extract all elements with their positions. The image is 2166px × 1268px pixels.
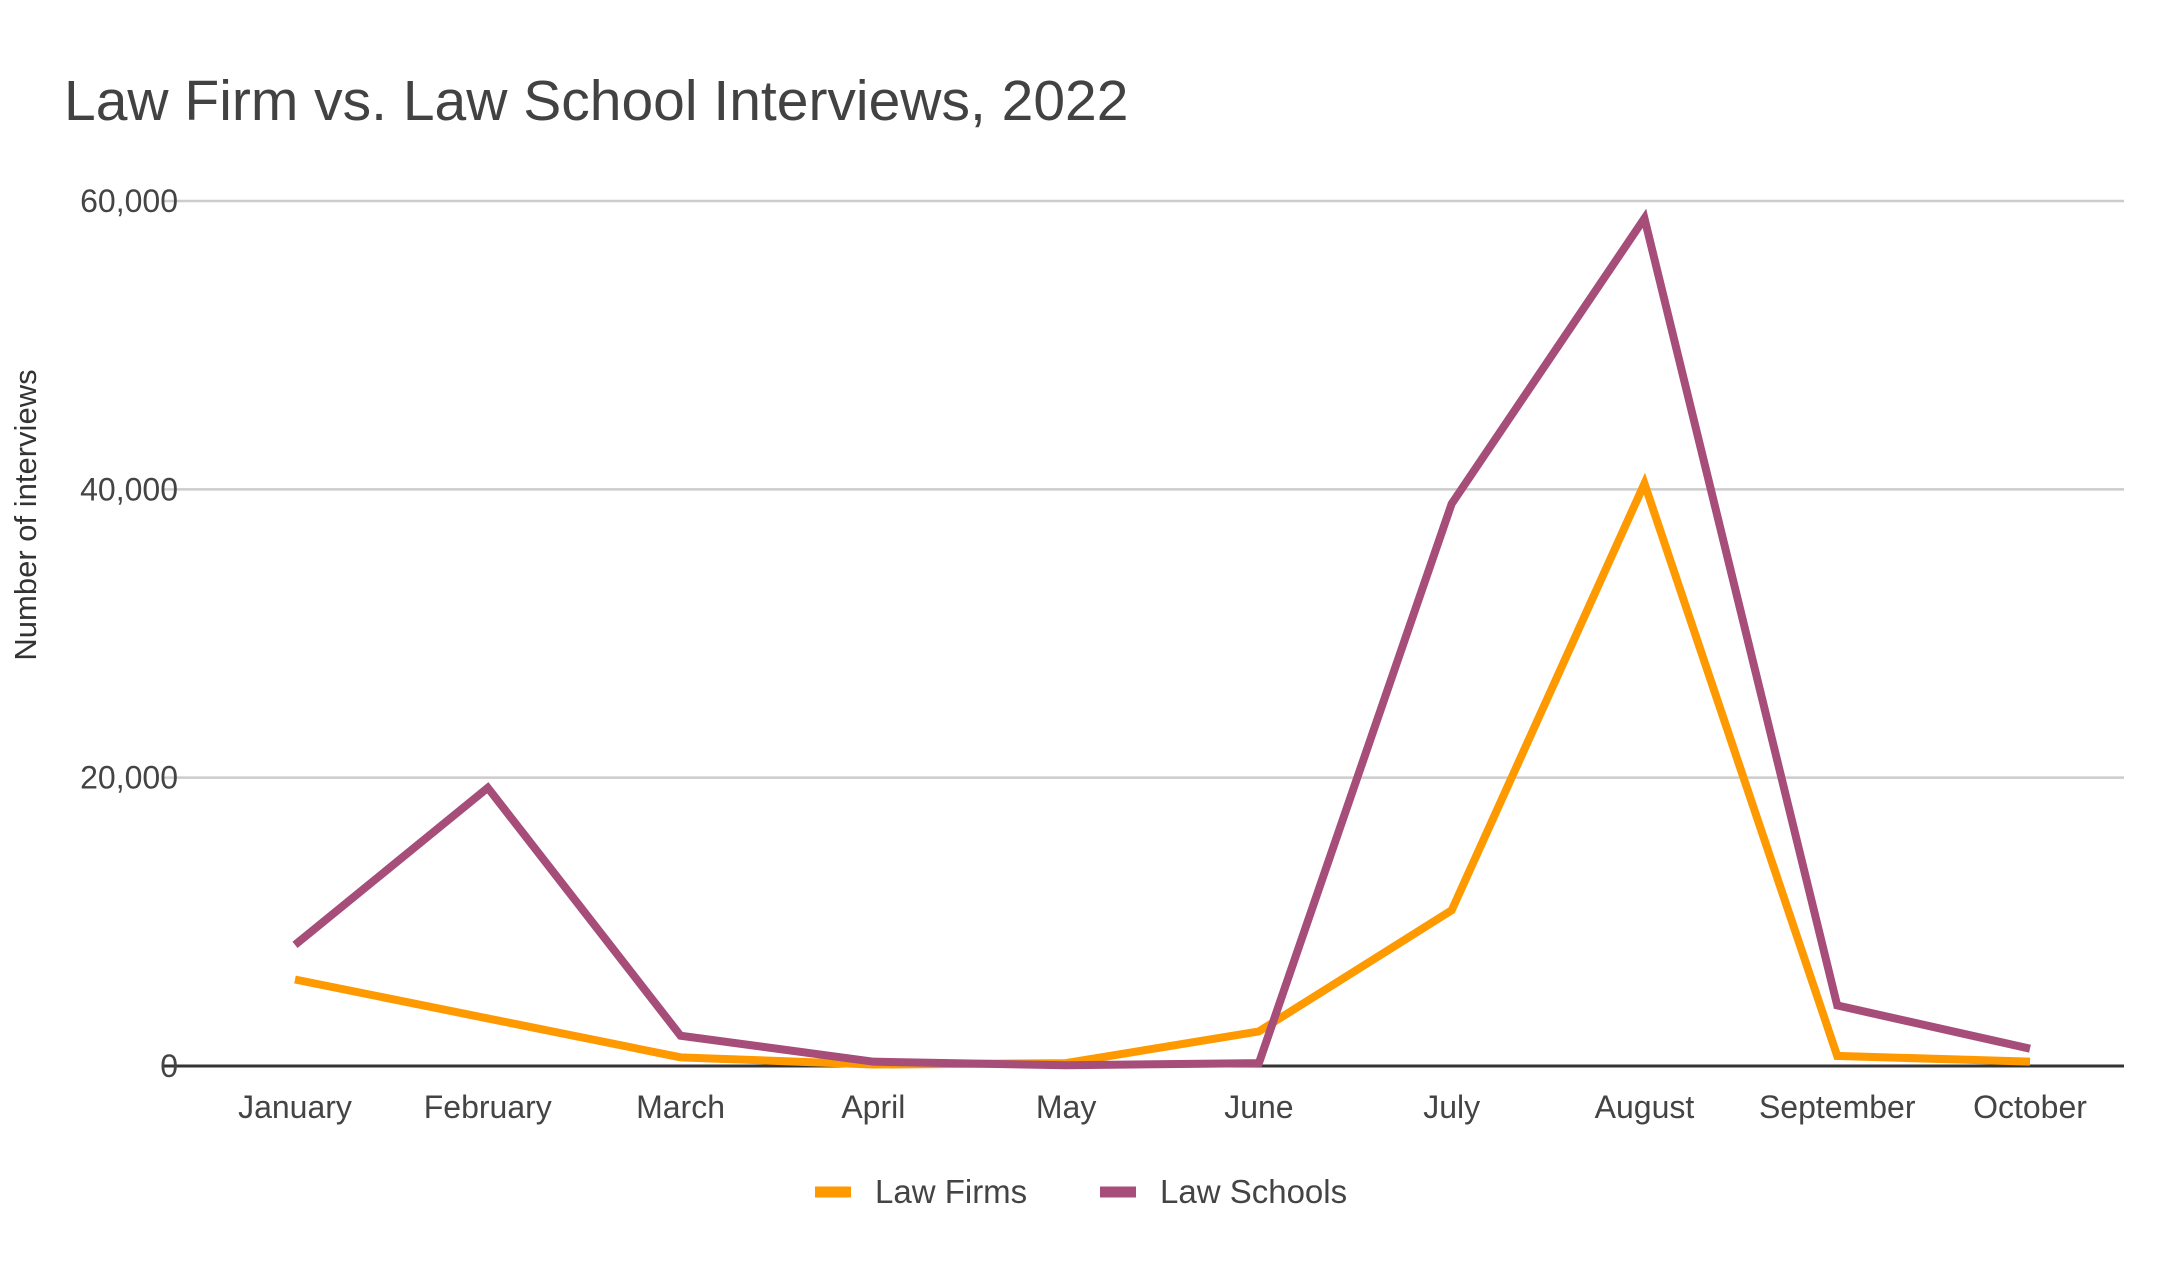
- y-tick-label: 0: [160, 1048, 178, 1084]
- legend-label: Law Schools: [1160, 1173, 1347, 1210]
- x-tick-label: March: [636, 1089, 725, 1125]
- legend-label: Law Firms: [875, 1173, 1027, 1210]
- series-line-law-firms: [294, 472, 2031, 1069]
- x-tick-label: September: [1759, 1089, 1916, 1125]
- series-line-law-schools: [292, 208, 2031, 1070]
- x-tick-label: July: [1423, 1089, 1480, 1125]
- x-tick-label: August: [1595, 1089, 1695, 1125]
- x-tick-label: June: [1224, 1089, 1293, 1125]
- x-tick-label: January: [238, 1089, 352, 1125]
- x-tick-label: February: [424, 1089, 552, 1125]
- x-tick-label: April: [841, 1089, 905, 1125]
- y-tick-label: 40,000: [80, 471, 178, 507]
- y-axis-label: Number of interviews: [8, 369, 43, 660]
- x-tick-label: October: [1973, 1089, 2087, 1125]
- y-tick-label: 20,000: [80, 760, 178, 796]
- chart-title: Law Firm vs. Law School Interviews, 2022: [64, 69, 1128, 133]
- x-tick-label: May: [1036, 1089, 1096, 1125]
- y-tick-label: 60,000: [80, 183, 178, 219]
